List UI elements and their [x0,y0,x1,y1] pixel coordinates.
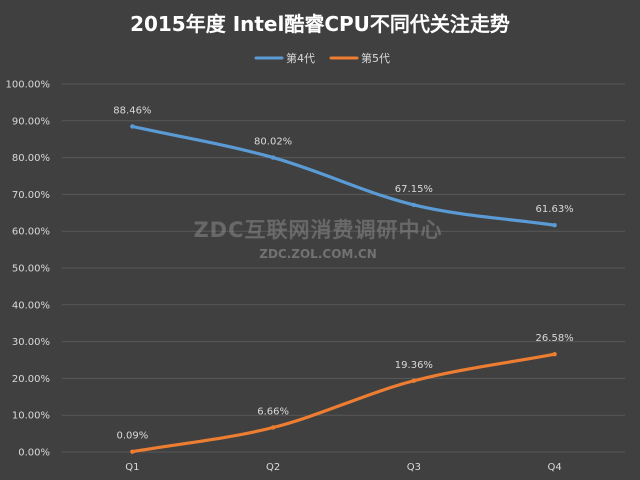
series-layer [130,124,557,454]
y-axis: 0.00% 10.00% 20.00% 30.00% 40.00% 50.00% 60.00… [6,80,51,459]
y-tick-label: 30.00% [12,337,50,348]
y-tick-label: 0.00% [18,448,50,459]
data-label: 80.02% [254,137,292,148]
y-tick-label: 80.00% [12,153,50,164]
y-tick-label: 20.00% [12,374,50,385]
data-point [270,425,276,430]
x-tick-label: Q4 [548,462,562,473]
data-point [270,155,276,160]
y-tick-label: 70.00% [12,190,50,201]
data-labels: 88.46% 80.02% 67.15% 61.63% 0.09% 6.66% 19.36%… [113,105,573,441]
data-label: 67.15% [395,184,433,195]
data-label: 26.58% [536,333,574,344]
data-point [411,378,417,383]
x-tick-label: Q3 [407,462,421,473]
data-label: 0.09% [116,431,148,442]
data-label: 88.46% [113,105,151,116]
legend-label-1: 第4代 [286,51,315,65]
watermark-url: ZDC.ZOL.COM.CN [259,247,377,261]
y-tick-label: 60.00% [12,227,50,238]
chart-title: 2015年度 Intel酷睿CPU不同代关注走势 [130,12,510,36]
data-label: 6.66% [257,406,289,417]
watermark-text: ZDC互联网消费调研中心 [193,218,442,242]
x-tick-label: Q1 [125,462,139,473]
data-label: 19.36% [395,360,433,371]
data-point [552,223,557,228]
data-point [411,202,417,208]
data-label: 61.63% [536,204,574,215]
series-line-1 [130,124,557,227]
data-point [552,351,557,357]
legend-label-2: 第5代 [361,51,390,65]
y-tick-label: 10.00% [12,411,50,422]
y-tick-label: 50.00% [12,264,50,275]
grid-lines [62,83,625,453]
y-tick-label: 90.00% [12,116,50,127]
x-axis: Q1 Q2 Q3 Q4 [125,462,561,473]
data-point [130,449,135,454]
y-tick-label: 40.00% [12,300,50,311]
legend: 第4代 第5代 [254,51,390,65]
data-point [130,124,135,129]
series-line-2 [130,352,557,454]
x-tick-label: Q2 [266,462,280,473]
y-tick-label: 100.00% [6,80,51,91]
